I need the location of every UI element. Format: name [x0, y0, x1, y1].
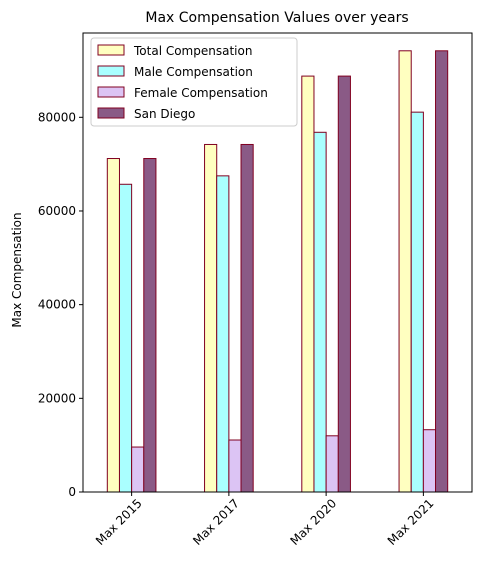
y-tick-label: 40000 — [38, 298, 76, 312]
x-tick-label: Max 2015 — [93, 496, 145, 548]
bar — [228, 439, 242, 493]
bar — [325, 435, 339, 493]
bar — [240, 143, 254, 493]
bar — [422, 429, 437, 493]
bar — [204, 143, 218, 493]
legend-label: Total Compensation — [133, 44, 252, 58]
legend-swatch — [97, 107, 125, 119]
y-tick-label: 0 — [68, 485, 76, 499]
legend-swatch — [97, 65, 125, 77]
legend-swatch — [97, 86, 125, 98]
x-tick-label: Max 2017 — [190, 496, 242, 548]
plot-frame — [82, 32, 473, 493]
bar — [143, 158, 157, 493]
y-tick-label: 80000 — [38, 110, 76, 124]
bar — [435, 50, 449, 493]
legend-label: Female Compensation — [134, 86, 268, 100]
y-tick-label: 20000 — [38, 391, 76, 405]
legend-box — [90, 37, 298, 127]
x-tick-label: Max 2021 — [385, 496, 437, 548]
bar — [337, 75, 351, 493]
bar — [106, 158, 120, 493]
legend-label: Male Compensation — [134, 65, 253, 79]
y-axis-label: Max Compensation — [10, 212, 24, 327]
bar — [216, 175, 230, 493]
bar — [118, 183, 133, 493]
bar — [398, 50, 412, 493]
bar — [131, 446, 145, 493]
legend-swatch — [97, 44, 125, 56]
bar — [410, 111, 424, 493]
legend: Total Compensation Male Compensation Femal… — [90, 37, 298, 127]
bar — [313, 131, 327, 493]
chart-title: Max Compensation Values over years — [145, 10, 408, 26]
legend-label: San Diego — [134, 107, 195, 121]
y-tick-label: 60000 — [38, 204, 76, 218]
bar — [301, 75, 315, 493]
x-tick-label: Max 2020 — [288, 496, 340, 548]
